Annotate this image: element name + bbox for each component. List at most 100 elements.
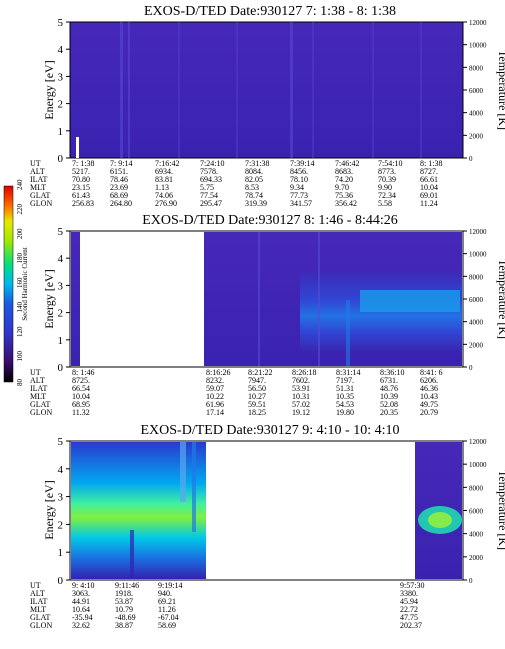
table-cell: 38.87 [115,621,133,630]
table-row-label: GLAT [30,191,51,200]
table-cell: 256.83 [72,199,94,208]
panel-2-energy-core [360,290,460,312]
table-cell: 202.37 [400,621,422,630]
table-cell: 75.36 [335,191,353,200]
table-cell: 356.42 [335,199,357,208]
table-cell: 23.15 [72,183,90,192]
table-cell: 77.73 [290,191,308,200]
table-row-label: UT [30,368,41,377]
table-cell: 11.26 [158,605,176,614]
panel-2-streaks [258,232,350,366]
table-cell: 7947. [248,376,266,385]
y2tick-label: 2000 [469,554,484,562]
colorbar-tick-label: 100 [16,351,24,362]
table-cell: 264.80 [110,199,132,208]
y2tick-label: 8000 [469,64,484,72]
table-cell: 10.27 [248,392,266,401]
table-cell: 70.39 [378,175,396,184]
table-cell: 54.53 [336,400,354,409]
table-cell: 8: 1:46 [72,368,94,377]
table-row-label: GLON [30,199,52,208]
table-cell: 78.10 [290,175,308,184]
table-cell: 74.20 [335,175,353,184]
table-row-label: GLON [30,408,52,417]
table-cell: 9:19:14 [158,581,182,590]
y2tick-label: 2000 [469,132,484,140]
table-cell: 49.75 [420,400,438,409]
table-cell: 68.69 [110,191,128,200]
table-cell: 8725. [72,376,90,385]
table-cell: 52.08 [380,400,398,409]
table-row-label: ILAT [30,597,47,606]
y2tick-label: 12000 [469,19,487,27]
panel-3: EXOS-D/TED Date:930127 9: 4:10 - 10: 4:1… [30,423,505,630]
ytick-label: 5 [58,436,64,448]
ytick-label: 5 [58,226,64,238]
panel-3-yticks: 0 1 2 3 4 5 [58,436,70,587]
panel-2-y2ticks: 0 2000 4000 6000 8000 10000 12000 [463,228,487,372]
table-cell: 5217. [72,167,90,176]
table-cell: 3380. [400,589,418,598]
ytick-label: 1 [58,335,64,347]
table-cell: 61.43 [72,191,90,200]
table-cell: 72.34 [378,191,396,200]
table-cell: 69.21 [158,597,176,606]
table-cell: 9.34 [290,183,304,192]
table-cell: 8084. [245,167,263,176]
table-cell: 68.95 [72,400,90,409]
table-cell: 940. [158,589,172,598]
table-cell: 7578. [200,167,218,176]
panel-1-y2label: Temperature [K] [496,50,505,130]
y2tick-label: 6000 [469,296,484,304]
table-cell: 8:41: 6 [420,368,442,377]
y2tick-label: 12000 [469,228,487,236]
panel-2-ylabel: Energy [eV] [42,269,56,328]
panel-2-y2label: Temperature [K] [496,259,505,339]
table-cell: 7:16:42 [155,159,179,168]
panel-1-yticks: 0 1 2 3 4 5 [58,17,70,165]
ytick-label: 4 [58,253,64,265]
colorbar-ticks: 80 100 120 140 160 180 200 220 240 [16,179,24,386]
ytick-label: 5 [58,17,64,29]
table-cell: 694.33 [200,175,222,184]
y2tick-label: 6000 [469,87,484,95]
table-cell: 6206. [420,376,438,385]
panel-3-streaks [130,442,196,579]
table-cell: 47.75 [400,613,418,622]
ytick-label: 2 [58,308,64,320]
table-cell: 9:11:46 [115,581,139,590]
table-cell: 53.87 [115,597,133,606]
table-cell: 7:24:10 [200,159,224,168]
table-cell: 77.54 [200,191,218,200]
colorbar-tick-label: 160 [16,277,24,288]
table-cell: 1.13 [155,183,169,192]
panel-1-y2ticks: 0 2000 4000 6000 8000 10000 12000 [463,19,487,163]
table-cell: -67.04 [158,613,179,622]
y2tick-label: 10000 [469,42,487,50]
ytick-label: 1 [58,126,64,138]
colorbar-tick-label: 240 [16,179,24,190]
table-cell: 82.05 [245,175,263,184]
table-cell: 10.04 [72,392,90,401]
panel-2-data-block-a [71,232,80,366]
y2tick-label: 4000 [469,110,484,118]
table-cell: 48.76 [380,384,398,393]
table-cell: 32.62 [72,621,90,630]
table-cell: 23.69 [110,183,128,192]
table-cell: 7:54:10 [378,159,402,168]
y2tick-label: 4000 [469,319,484,327]
table-cell: 10.31 [292,392,310,401]
table-cell: 7: 9:14 [110,159,132,168]
table-cell: 8:21:22 [248,368,272,377]
panel-1-plot-area [69,21,464,159]
table-cell: 20.79 [420,408,438,417]
table-row-label: MLT [30,605,46,614]
panel-3-y2ticks: 0 2000 4000 6000 8000 10000 12000 [463,438,487,585]
table-cell: 51.31 [336,384,354,393]
table-row-label: ALT [30,167,45,176]
colorbar-tick-label: 140 [16,302,24,313]
table-cell: 5.75 [200,183,214,192]
